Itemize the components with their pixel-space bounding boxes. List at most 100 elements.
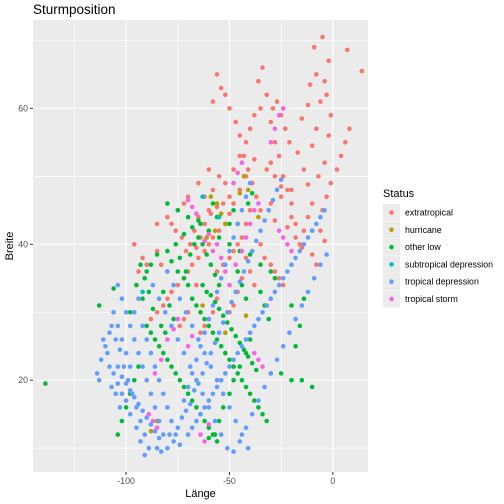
data-point xyxy=(173,432,178,437)
data-point xyxy=(181,201,187,206)
data-point xyxy=(239,377,245,383)
data-point xyxy=(187,252,193,257)
data-point xyxy=(142,452,147,458)
data-point xyxy=(229,327,234,332)
data-point xyxy=(214,289,220,295)
data-point xyxy=(144,337,149,342)
data-point xyxy=(136,269,141,274)
data-point xyxy=(231,235,236,240)
data-point xyxy=(189,296,195,302)
data-point xyxy=(231,364,236,369)
data-point xyxy=(216,174,222,179)
data-point xyxy=(185,282,191,288)
data-point xyxy=(227,357,232,363)
data-point xyxy=(198,432,203,437)
data-point xyxy=(253,194,259,199)
data-point xyxy=(316,174,321,179)
data-point xyxy=(161,350,166,356)
data-point xyxy=(146,289,152,295)
data-point xyxy=(305,102,311,108)
data-point xyxy=(235,350,240,356)
data-point xyxy=(119,337,125,342)
data-point xyxy=(239,208,245,213)
data-point xyxy=(241,269,247,274)
data-point xyxy=(235,371,240,376)
data-point xyxy=(132,337,137,342)
data-point xyxy=(309,228,315,233)
data-point xyxy=(183,269,189,274)
data-point xyxy=(171,439,176,444)
data-point xyxy=(305,182,311,187)
data-point xyxy=(138,418,143,424)
data-point xyxy=(220,313,226,319)
data-point xyxy=(165,405,170,410)
data-point xyxy=(231,208,236,213)
data-point xyxy=(220,391,226,397)
data-point xyxy=(272,269,278,274)
legend-title: Status xyxy=(383,188,415,200)
data-point xyxy=(154,310,160,315)
data-point xyxy=(181,276,187,281)
data-point xyxy=(105,350,110,356)
data-point xyxy=(208,194,214,199)
data-point xyxy=(177,296,183,302)
data-point xyxy=(185,432,191,437)
data-point xyxy=(117,347,123,353)
data-point xyxy=(235,242,240,247)
data-point xyxy=(196,235,201,240)
data-point xyxy=(223,221,228,227)
data-point xyxy=(123,381,129,386)
data-point xyxy=(210,99,216,104)
data-point xyxy=(225,320,230,325)
data-point xyxy=(158,449,164,454)
data-point xyxy=(175,208,181,213)
data-point xyxy=(218,377,224,383)
data-point xyxy=(200,282,205,288)
data-point xyxy=(227,194,232,199)
data-point xyxy=(210,235,216,240)
data-point xyxy=(204,252,209,257)
data-point xyxy=(258,228,263,233)
data-point xyxy=(169,364,174,369)
data-point xyxy=(272,289,278,295)
data-point xyxy=(189,333,195,339)
data-point xyxy=(212,228,218,233)
data-point xyxy=(132,242,137,247)
data-point xyxy=(272,174,278,179)
data-point xyxy=(173,228,178,233)
data-point xyxy=(152,428,158,434)
data-point xyxy=(239,248,245,254)
data-point xyxy=(216,214,222,220)
data-point xyxy=(245,445,251,451)
data-point xyxy=(311,44,317,50)
data-point xyxy=(314,126,319,132)
data-point xyxy=(144,269,149,274)
data-point xyxy=(115,282,121,288)
data-point xyxy=(111,286,116,291)
data-point xyxy=(208,262,214,268)
data-point xyxy=(127,388,133,393)
data-point xyxy=(276,276,282,281)
data-point xyxy=(202,238,207,244)
data-point xyxy=(216,235,222,240)
data-point xyxy=(218,255,224,261)
data-point xyxy=(214,269,220,274)
data-point xyxy=(256,405,261,410)
data-point xyxy=(208,293,214,298)
data-point xyxy=(138,262,143,268)
data-point xyxy=(243,337,249,342)
data-point xyxy=(171,316,176,322)
data-point xyxy=(169,418,174,424)
data-point xyxy=(243,140,249,145)
y-axis-title: Breite xyxy=(4,232,16,261)
data-point xyxy=(115,323,121,329)
data-point xyxy=(285,242,290,247)
data-point xyxy=(154,445,160,451)
data-point xyxy=(227,248,232,254)
data-point xyxy=(206,316,212,322)
data-point xyxy=(156,344,162,349)
data-point xyxy=(196,218,201,223)
data-point xyxy=(299,377,305,383)
data-point xyxy=(227,282,232,288)
data-point xyxy=(148,330,154,336)
